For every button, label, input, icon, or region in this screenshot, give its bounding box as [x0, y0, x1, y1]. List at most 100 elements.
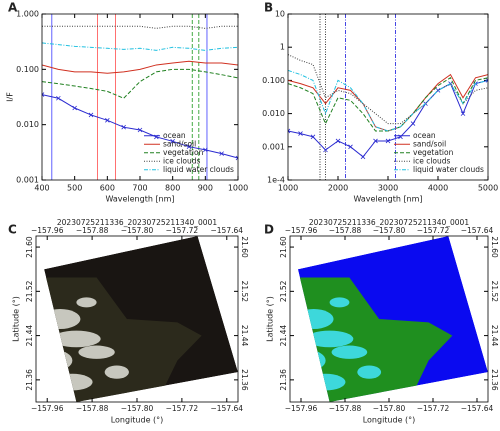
x-tick-label-top: −157.72	[166, 226, 199, 235]
cloud	[44, 350, 73, 371]
x-tick-label: −157.96	[285, 404, 318, 413]
cloud	[305, 373, 346, 391]
marker	[373, 138, 378, 144]
series-line	[288, 77, 488, 132]
marker	[186, 144, 192, 149]
y-axis-label: I/F	[6, 92, 15, 102]
y-tick-label-right: 21.44	[240, 325, 249, 347]
legend-label: sand/soil	[163, 139, 196, 148]
legend-label: vegetation	[413, 148, 454, 157]
marker	[88, 112, 94, 118]
x-tick-label: −157.64	[211, 404, 244, 413]
cloud	[44, 309, 81, 329]
x-tick-label: −157.72	[417, 404, 450, 413]
x-tick-label: 800	[165, 184, 180, 193]
y-tick-label-right: 21.60	[240, 236, 249, 258]
y-tick-label-right: 21.36	[240, 369, 249, 391]
y-tick-label: 1e-4	[267, 176, 285, 185]
series-line	[288, 79, 488, 158]
marker	[219, 151, 224, 156]
y-tick-label-right: 21.52	[490, 281, 499, 303]
y-tick-label: 0.010	[262, 109, 285, 118]
y-tick-label: 0.001	[262, 142, 285, 151]
y-tick-label: 0.100	[16, 65, 39, 74]
cloud	[329, 297, 350, 308]
cloud	[305, 330, 354, 348]
x-axis-label: Longitude (°)	[111, 416, 164, 425]
x-tick-label: 5000	[478, 184, 498, 193]
cloud-ice	[303, 382, 324, 396]
y-tick-label: 21.60	[279, 236, 288, 258]
land	[44, 277, 202, 402]
y-tick-label: 21.44	[25, 325, 34, 347]
x-tick-label-top: −157.72	[417, 226, 450, 235]
marker	[298, 131, 303, 136]
plot-area	[42, 14, 238, 180]
y-tick-label: 0.010	[16, 120, 39, 129]
x-tick-label-top: −157.96	[31, 226, 64, 235]
x-axis-label: Longitude (°)	[363, 416, 416, 425]
y-axis-label: Latitude (°)	[12, 296, 21, 342]
series-line	[42, 94, 238, 159]
x-tick-label-top: −157.88	[329, 226, 362, 235]
marker	[235, 155, 238, 161]
marker	[335, 138, 341, 144]
plot-area	[288, 14, 488, 180]
y-tick-label: 1	[280, 43, 285, 52]
y-tick-label: 21.52	[25, 280, 34, 302]
map-title: 20230725211336_20230725211340_0001	[309, 218, 469, 227]
cloud	[357, 365, 382, 379]
x-tick-label-top: −157.64	[211, 226, 244, 235]
marker	[360, 154, 366, 160]
y-tick-label-right: 21.44	[490, 325, 499, 347]
legend-label: ocean	[163, 131, 186, 140]
panel-label: B	[264, 1, 273, 15]
marker	[410, 121, 416, 126]
legend-label: ocean	[413, 131, 436, 140]
y-tick-label: 0.001	[16, 176, 39, 185]
y-tick-label: 10	[275, 10, 285, 19]
cloud	[52, 330, 101, 348]
y-axis-label: Latitude (°)	[266, 296, 275, 342]
x-tick-label: −157.80	[373, 404, 406, 413]
cloud	[76, 297, 97, 308]
x-tick-label: 700	[132, 184, 147, 193]
legend-label: liquid water clouds	[163, 165, 234, 174]
x-tick-label: −157.88	[329, 404, 362, 413]
marker	[385, 138, 391, 144]
cloud	[78, 345, 115, 359]
y-tick-label-right: 21.36	[490, 369, 499, 391]
marker	[310, 134, 316, 140]
marker	[121, 124, 126, 130]
plot-frame	[287, 13, 489, 181]
legend-label: ice clouds	[413, 156, 451, 165]
x-tick-label-top: −157.80	[121, 226, 154, 235]
x-tick-label: 600	[100, 184, 115, 193]
cloud	[52, 373, 93, 391]
x-tick-label: 900	[198, 184, 213, 193]
x-axis-label: Wavelength [nm]	[353, 195, 422, 204]
marker	[42, 92, 45, 97]
marker	[56, 95, 61, 101]
y-tick-label-right: 21.60	[490, 236, 499, 258]
panel-label: D	[264, 223, 274, 237]
x-tick-label: 400	[34, 184, 49, 193]
marker	[323, 147, 328, 153]
series-line	[288, 69, 488, 132]
series-line	[42, 25, 238, 29]
y-tick-label: 21.36	[25, 369, 34, 391]
x-tick-label-top: −157.96	[285, 226, 318, 235]
map-image	[44, 236, 238, 402]
x-tick-label: −157.80	[121, 404, 154, 413]
x-tick-label: 1000	[228, 184, 248, 193]
x-tick-label: 500	[67, 184, 82, 193]
marker	[170, 139, 175, 144]
y-tick-label: 21.52	[279, 280, 288, 302]
marker	[72, 105, 77, 111]
legend-label: vegetation	[163, 148, 204, 157]
x-tick-label-top: −157.64	[461, 226, 494, 235]
y-tick-label: 21.60	[25, 236, 34, 258]
series-line	[42, 60, 238, 74]
x-tick-label: −157.96	[31, 404, 64, 413]
map-title: 20230725211336_20230725211340_0001	[57, 218, 217, 227]
